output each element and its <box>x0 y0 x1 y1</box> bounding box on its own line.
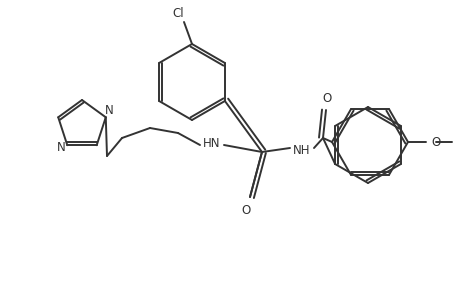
Text: O: O <box>241 205 250 218</box>
Text: N: N <box>57 141 66 154</box>
Text: Cl: Cl <box>172 7 184 20</box>
Text: HN: HN <box>203 136 220 149</box>
Text: NH: NH <box>293 143 310 157</box>
Text: O: O <box>322 92 331 104</box>
Text: N: N <box>104 104 113 117</box>
Text: O: O <box>430 136 439 148</box>
